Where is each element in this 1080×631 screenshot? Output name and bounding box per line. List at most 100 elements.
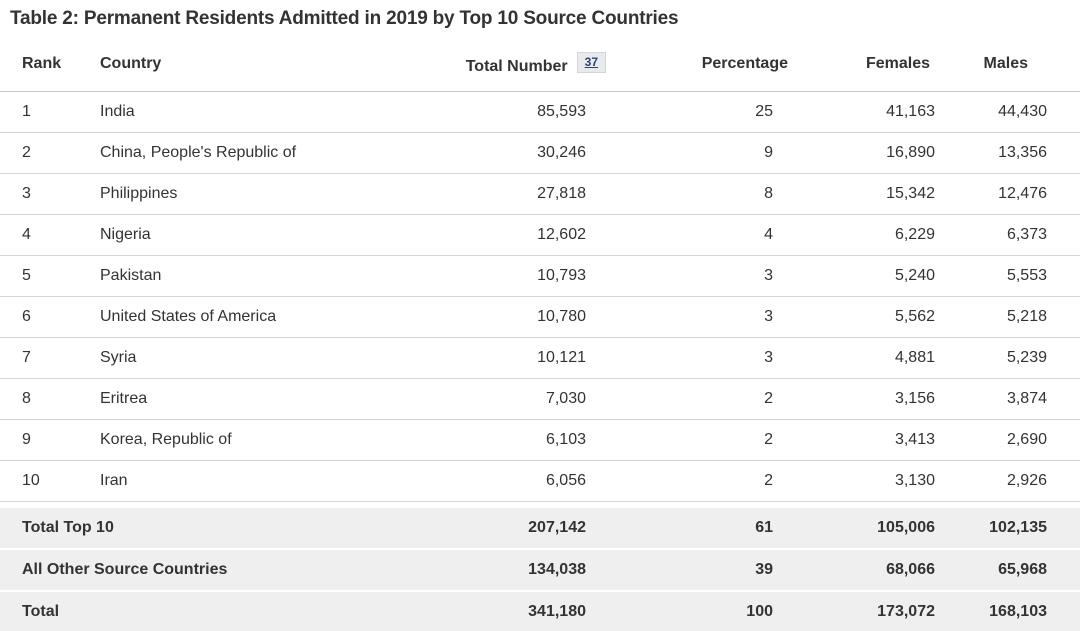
footer-percentage: 61: [608, 508, 795, 550]
table-footer: Total Top 10 207,142 61 105,006 102,135 …: [0, 508, 1080, 631]
cell-percentage: 3: [608, 337, 795, 379]
cell-females: 3,156: [795, 378, 957, 420]
cell-females: 3,130: [795, 460, 957, 502]
cell-total-number: 27,818: [432, 173, 608, 215]
table-row: 10 Iran 6,056 2 3,130 2,926: [0, 460, 1080, 502]
cell-rank: 9: [0, 419, 88, 461]
column-header-country: Country: [88, 38, 432, 92]
table-row: 4 Nigeria 12,602 4 6,229 6,373: [0, 214, 1080, 256]
cell-males: 5,239: [957, 337, 1080, 379]
cell-percentage: 8: [608, 173, 795, 215]
footer-row: Total Top 10 207,142 61 105,006 102,135: [0, 508, 1080, 550]
footer-total-number: 134,038: [432, 549, 608, 592]
cell-males: 2,690: [957, 419, 1080, 461]
cell-rank: 3: [0, 173, 88, 215]
footer-males: 102,135: [957, 508, 1080, 550]
footer-label: All Other Source Countries: [0, 549, 432, 592]
table-row: 3 Philippines 27,818 8 15,342 12,476: [0, 173, 1080, 215]
cell-rank: 6: [0, 296, 88, 338]
footer-total-number: 341,180: [432, 591, 608, 631]
cell-females: 41,163: [795, 91, 957, 133]
cell-country: Syria: [88, 337, 432, 379]
cell-rank: 10: [0, 460, 88, 502]
footer-females: 68,066: [795, 549, 957, 592]
cell-males: 2,926: [957, 460, 1080, 502]
footer-label: Total Top 10: [0, 508, 432, 550]
cell-rank: 7: [0, 337, 88, 379]
cell-males: 5,553: [957, 255, 1080, 297]
table-row: 6 United States of America 10,780 3 5,56…: [0, 296, 1080, 338]
cell-country: Nigeria: [88, 214, 432, 256]
column-header-percentage: Percentage: [608, 38, 795, 92]
cell-females: 5,562: [795, 296, 957, 338]
cell-country: United States of America: [88, 296, 432, 338]
column-header-rank: Rank: [0, 38, 88, 92]
cell-percentage: 2: [608, 460, 795, 502]
footer-males: 168,103: [957, 591, 1080, 631]
footer-row: Total 341,180 100 173,072 168,103: [0, 591, 1080, 631]
footer-males: 65,968: [957, 549, 1080, 592]
cell-females: 6,229: [795, 214, 957, 256]
table-row: 7 Syria 10,121 3 4,881 5,239: [0, 337, 1080, 379]
cell-males: 12,476: [957, 173, 1080, 215]
table-row: 1 India 85,593 25 41,163 44,430: [0, 91, 1080, 133]
footer-females: 105,006: [795, 508, 957, 550]
cell-country: Pakistan: [88, 255, 432, 297]
cell-total-number: 6,056: [432, 460, 608, 502]
cell-total-number: 7,030: [432, 378, 608, 420]
footer-percentage: 100: [608, 591, 795, 631]
cell-total-number: 12,602: [432, 214, 608, 256]
cell-males: 5,218: [957, 296, 1080, 338]
cell-rank: 2: [0, 132, 88, 174]
cell-total-number: 30,246: [432, 132, 608, 174]
footer-label: Total: [0, 591, 432, 631]
cell-percentage: 2: [608, 419, 795, 461]
cell-total-number: 6,103: [432, 419, 608, 461]
column-header-males: Males: [957, 38, 1080, 92]
cell-males: 6,373: [957, 214, 1080, 256]
cell-country: India: [88, 91, 432, 133]
footer-total-number: 207,142: [432, 508, 608, 550]
spacer-row: [0, 501, 1080, 508]
table-row: 9 Korea, Republic of 6,103 2 3,413 2,690: [0, 419, 1080, 461]
table-row: 5 Pakistan 10,793 3 5,240 5,553: [0, 255, 1080, 297]
cell-percentage: 4: [608, 214, 795, 256]
footer-females: 173,072: [795, 591, 957, 631]
source-countries-table: Rank Country Total Number 37 Percentage F…: [0, 38, 1080, 631]
footer-row: All Other Source Countries 134,038 39 68…: [0, 549, 1080, 592]
cell-total-number: 10,780: [432, 296, 608, 338]
footer-percentage: 39: [608, 549, 795, 592]
cell-males: 44,430: [957, 91, 1080, 133]
cell-percentage: 25: [608, 91, 795, 133]
cell-country: Eritrea: [88, 378, 432, 420]
cell-percentage: 3: [608, 296, 795, 338]
table-header: Rank Country Total Number 37 Percentage F…: [0, 38, 1080, 92]
table-body: 1 India 85,593 25 41,163 44,430 2 China,…: [0, 91, 1080, 508]
cell-females: 3,413: [795, 419, 957, 461]
cell-total-number: 85,593: [432, 91, 608, 133]
cell-country: Iran: [88, 460, 432, 502]
header-row: Rank Country Total Number 37 Percentage F…: [0, 38, 1080, 92]
cell-percentage: 9: [608, 132, 795, 174]
cell-females: 15,342: [795, 173, 957, 215]
table-row: 8 Eritrea 7,030 2 3,156 3,874: [0, 378, 1080, 420]
column-header-females: Females: [795, 38, 957, 92]
cell-total-number: 10,121: [432, 337, 608, 379]
cell-country: Philippines: [88, 173, 432, 215]
table-row: 2 China, People's Republic of 30,246 9 1…: [0, 132, 1080, 174]
cell-males: 13,356: [957, 132, 1080, 174]
cell-females: 16,890: [795, 132, 957, 174]
cell-rank: 1: [0, 91, 88, 133]
cell-rank: 8: [0, 378, 88, 420]
cell-total-number: 10,793: [432, 255, 608, 297]
cell-country: Korea, Republic of: [88, 419, 432, 461]
column-header-total-number-label: Total Number: [465, 58, 568, 75]
footnote-37-link[interactable]: 37: [576, 52, 606, 73]
cell-country: China, People's Republic of: [88, 132, 432, 174]
cell-percentage: 2: [608, 378, 795, 420]
cell-rank: 5: [0, 255, 88, 297]
column-header-total-number: Total Number 37: [432, 38, 608, 92]
cell-females: 4,881: [795, 337, 957, 379]
cell-females: 5,240: [795, 255, 957, 297]
cell-percentage: 3: [608, 255, 795, 297]
